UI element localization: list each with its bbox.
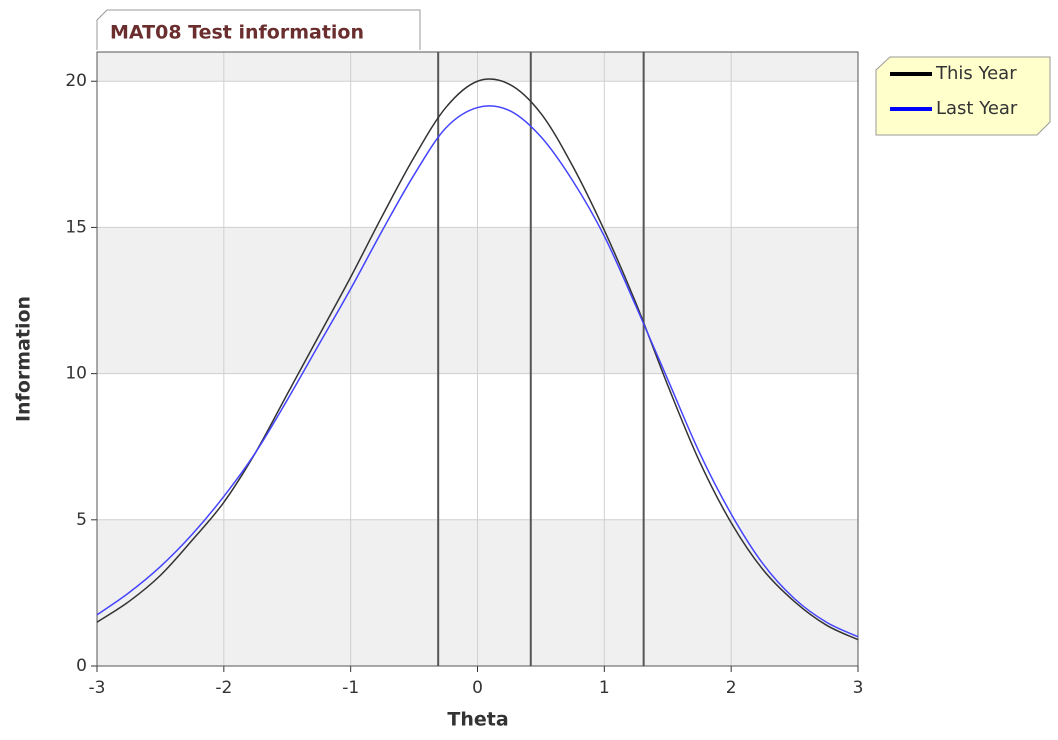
plot-border [96,51,859,667]
x-tick-label: 2 [726,678,737,698]
title-tab [96,9,421,50]
x-tick-label: 3 [853,678,864,698]
series-line [96,78,859,641]
y-tick-label: 5 [76,510,87,530]
y-tick-label: 10 [65,364,87,384]
legend-label: This Year [935,63,1017,84]
chart-title: MAT08 Test information [110,22,364,44]
x-tick-label: 1 [599,678,610,698]
y-tick-label: 0 [76,656,87,676]
x-axis-label: Theta [447,709,508,731]
y-tick-label: 15 [65,217,87,237]
x-tick-label: -2 [215,678,232,698]
x-tick-label: -3 [89,678,106,698]
x-tick-label: -1 [342,678,359,698]
legend-box [875,56,1051,136]
x-tick-label: 0 [472,678,483,698]
y-axis-label: Information [13,296,35,422]
series-line [96,105,859,638]
y-tick-label: 20 [65,71,87,91]
legend-label: Last Year [936,98,1018,119]
